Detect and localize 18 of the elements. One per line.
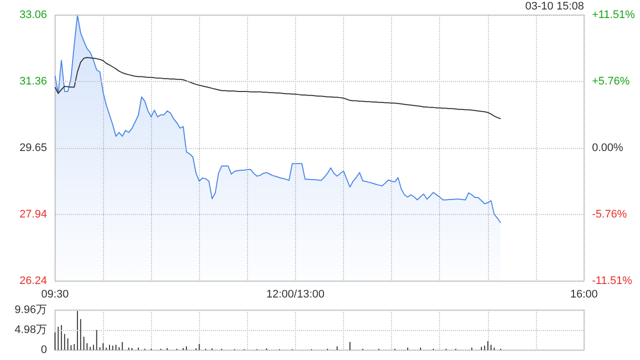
y-tick-label: 0 xyxy=(40,344,47,356)
y2-tick-label: -5.76% xyxy=(592,208,628,221)
x-tick-label: 09:30 xyxy=(41,288,69,300)
y2-tick-label: 0.00% xyxy=(592,142,624,154)
line-series xyxy=(54,57,502,120)
y-tick-label: 33.06 xyxy=(19,9,47,21)
y-tick-label: 26.24 xyxy=(19,275,47,287)
x-tick-label: 12:00/13:00 xyxy=(266,288,325,300)
y2-tick-label: +5.76% xyxy=(592,75,630,88)
y2-tick-label: -11.51% xyxy=(592,275,632,287)
y-tick-label: 4.98万 xyxy=(14,324,47,336)
y-tick-label: 29.65 xyxy=(19,142,47,154)
text: 03-10 15:08 xyxy=(525,0,584,12)
y2-tick-label: +11.51% xyxy=(592,9,636,21)
y-tick-label: 31.36 xyxy=(19,75,47,88)
y-tick-label: 9.96万 xyxy=(14,304,47,316)
x-tick-label: 16:00 xyxy=(570,288,598,300)
y-tick-label: 27.94 xyxy=(19,208,47,221)
